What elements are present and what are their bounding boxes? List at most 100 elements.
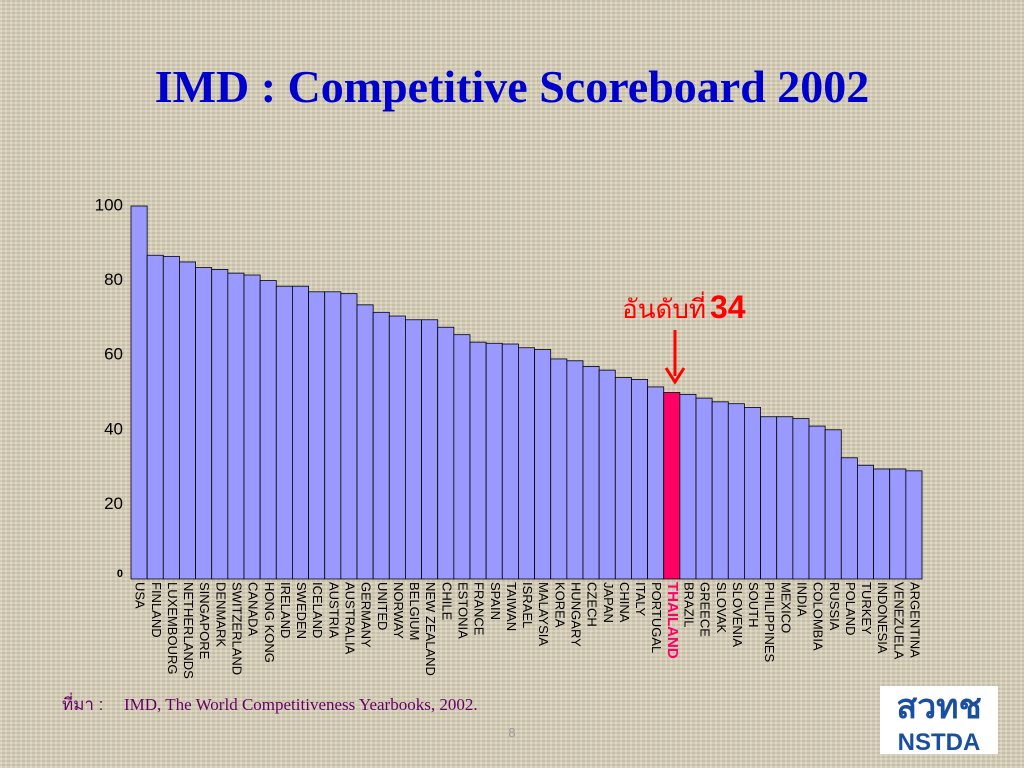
x-tick-label: GERMANY	[359, 582, 374, 648]
x-tick-label: UNITED	[375, 582, 390, 630]
chart-title: IMD : Competitive Scoreboard 2002	[155, 61, 870, 112]
bar	[469, 341, 487, 580]
x-tick-label: MALAYSIA	[536, 582, 551, 646]
bar	[744, 407, 761, 580]
x-tick-label: TURKEY	[859, 582, 874, 635]
x-tick-label: FINLAND	[149, 582, 164, 638]
x-tick-label: AUSTRIA	[326, 582, 341, 639]
x-tick-label: ICELAND	[310, 582, 325, 638]
x-tick-label: COLOMBIA	[811, 582, 826, 651]
logo-box	[880, 686, 998, 754]
bar	[518, 347, 535, 580]
source-prefix: ที่มา :	[62, 692, 103, 714]
x-tick-label: IRELAND	[278, 582, 293, 638]
x-tick-label: CANADA	[246, 582, 261, 637]
x-tick-label: NORWAY	[391, 582, 406, 639]
x-tick-label: FRANCE	[472, 582, 487, 636]
page-number: 8	[508, 725, 515, 740]
x-tick-label: SINGAPORE	[197, 582, 212, 660]
x-tick-label: KOREA	[552, 582, 567, 628]
x-tick-label: SLOVAK	[714, 582, 729, 633]
bar	[792, 418, 810, 580]
x-tick-label: SPAIN	[488, 582, 503, 620]
bar	[195, 267, 213, 580]
bar	[534, 349, 552, 580]
bar	[824, 429, 842, 580]
bar	[760, 416, 778, 580]
x-tick-label: ITALY	[633, 582, 648, 617]
x-tick-label: BELGIUM	[407, 582, 422, 641]
x-tick-label: JAPAN	[601, 582, 616, 623]
bar	[840, 457, 858, 580]
bar	[631, 379, 648, 580]
bar	[211, 269, 229, 580]
x-tick-label: THAILAND	[664, 582, 681, 659]
bar	[614, 377, 632, 580]
bar	[679, 393, 697, 580]
bar	[453, 334, 471, 580]
y-tick-label: 100	[95, 195, 123, 214]
bar	[566, 360, 584, 580]
bar	[598, 369, 616, 580]
x-tick-label: CHINA	[617, 582, 632, 623]
x-tick-label: LUXEMBOURG	[165, 582, 180, 674]
source-text: IMD, The World Competitiveness Yearbooks…	[124, 695, 478, 714]
x-tick-label: MEXICO	[778, 582, 793, 633]
bar	[776, 416, 794, 580]
x-tick-label: GREECE	[698, 582, 713, 637]
logo-thai: สวทช	[896, 688, 981, 726]
bar	[582, 365, 600, 580]
bar	[275, 285, 293, 580]
bar	[501, 343, 519, 580]
bar	[695, 397, 713, 580]
x-tick-label: SWEDEN	[294, 582, 309, 639]
x-tick-label: PORTUGAL	[649, 582, 664, 653]
x-tick-label: AUSTRALIA	[342, 582, 357, 655]
bar	[179, 261, 196, 580]
bar	[889, 468, 907, 580]
bar	[485, 342, 503, 580]
x-tick-label: SWITZERLAND	[229, 582, 244, 675]
bar	[340, 293, 358, 580]
y-tick-label: 0	[117, 568, 123, 580]
bar	[324, 291, 342, 580]
x-tick-label: CHILE	[439, 582, 454, 621]
bar	[308, 291, 326, 580]
x-tick-label: CZECH	[585, 582, 600, 627]
annotation-rank: 34	[710, 289, 746, 325]
bar	[130, 205, 148, 580]
x-tick-label: PHILIPPINES	[762, 582, 777, 663]
bar	[259, 280, 277, 580]
x-tick-label: ARGENTINA	[907, 582, 922, 658]
x-tick-label: HONG KONG	[262, 582, 277, 663]
bar	[437, 326, 455, 580]
x-tick-label: SOUTH	[746, 582, 761, 628]
y-tick-label: 60	[104, 345, 123, 364]
y-tick-label: 20	[104, 494, 123, 513]
bar	[727, 403, 745, 580]
x-tick-label: ESTONIA	[455, 582, 470, 639]
x-tick-label: NEW ZEALAND	[423, 582, 438, 676]
x-tick-label: VENEZUELA	[891, 582, 906, 660]
x-tick-label: NETHERLANDS	[181, 582, 196, 679]
bar	[243, 274, 261, 580]
annotation-arrowhead	[664, 367, 686, 385]
y-tick-label: 80	[104, 270, 123, 289]
bar	[663, 392, 681, 580]
bar	[292, 285, 309, 580]
bar	[405, 319, 422, 580]
x-tick-label: USA	[133, 582, 148, 609]
x-tick-label: POLAND	[843, 582, 858, 635]
bar	[711, 401, 729, 580]
x-tick-label: DENMARK	[213, 582, 228, 647]
x-tick-label: SLOVENIA	[730, 582, 745, 647]
bar	[421, 319, 439, 580]
bar	[873, 468, 891, 580]
x-tick-label: RUSSIA	[827, 582, 842, 631]
x-tick-label: INDONESIA	[875, 582, 890, 654]
annotation-text: อันดับที่	[622, 291, 706, 324]
x-tick-label: TAIWAN	[504, 582, 519, 631]
bar	[550, 358, 568, 580]
